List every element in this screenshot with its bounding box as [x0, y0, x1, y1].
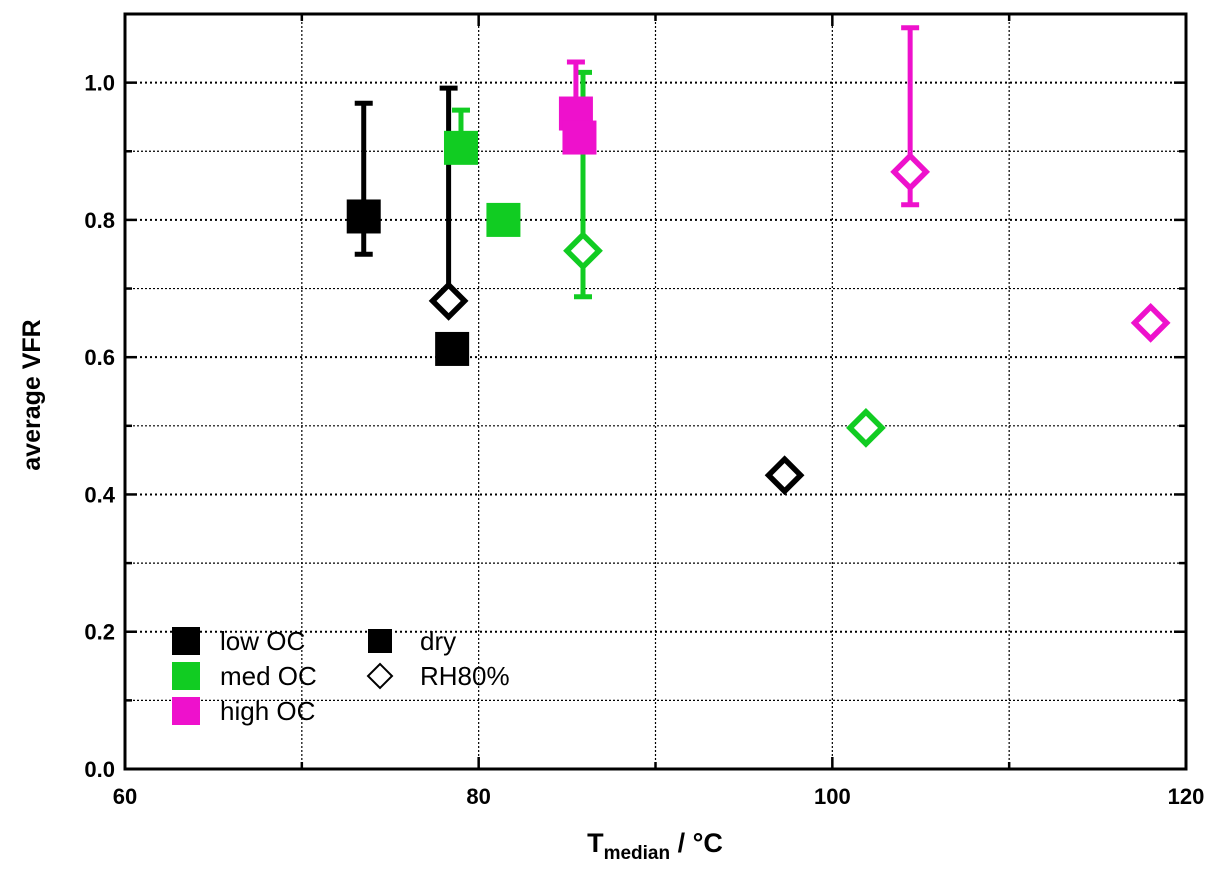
data-point-diamond: [764, 455, 805, 496]
x-tick-label: 120: [1168, 784, 1205, 809]
y-tick-label: 0.0: [84, 757, 115, 782]
data-point-square: [486, 202, 521, 237]
legend: low OC med OC high OC dry RH80%: [172, 626, 510, 726]
x-tick-label: 80: [466, 784, 490, 809]
y-tick-label: 0.6: [84, 345, 115, 370]
data-point-diamond: [563, 230, 603, 271]
y-tick-label: 0.4: [84, 482, 115, 507]
legend-label: low OC: [220, 626, 305, 656]
x-axis-title-subscript: median: [604, 843, 671, 864]
data-point-square: [346, 199, 381, 234]
data-point-diamond: [428, 281, 469, 321]
x-tick-label: 100: [814, 784, 851, 809]
axis-ticks: 60 80 100 120 0.0 0.2 0.4 0.6 0.8 1.0: [84, 12, 1205, 809]
legend-label: high OC: [220, 696, 315, 726]
error-bars: [354, 25, 920, 301]
legend-marker-diamond: [366, 662, 394, 690]
legend-label: med OC: [220, 661, 317, 691]
x-axis-title: Tmedian / °C: [587, 828, 723, 864]
y-tick-label: 0.8: [84, 208, 115, 233]
y-tick-label: 0.2: [84, 620, 115, 645]
legend-marker-square: [368, 629, 392, 653]
data-point-diamond: [846, 407, 886, 448]
data-point-square: [562, 120, 597, 155]
y-tick-label: 1.0: [84, 71, 115, 96]
x-tick-label: 60: [113, 784, 137, 809]
y-axis-title: average VFR: [18, 319, 46, 470]
legend-swatch: [172, 627, 200, 655]
legend-swatch: [172, 697, 200, 725]
grid-lines: [125, 14, 1186, 769]
data-point-diamond: [890, 151, 931, 192]
data-point-square: [435, 331, 470, 366]
legend-label: RH80%: [420, 661, 510, 691]
data-point-square: [443, 130, 478, 165]
legend-label: dry: [420, 626, 456, 656]
legend-swatch: [172, 662, 200, 690]
data-point-diamond: [1130, 302, 1171, 343]
x-axis-title-unit: / °C: [670, 828, 723, 858]
x-axis-title-main: T: [587, 828, 604, 858]
data-points: [346, 96, 1171, 496]
